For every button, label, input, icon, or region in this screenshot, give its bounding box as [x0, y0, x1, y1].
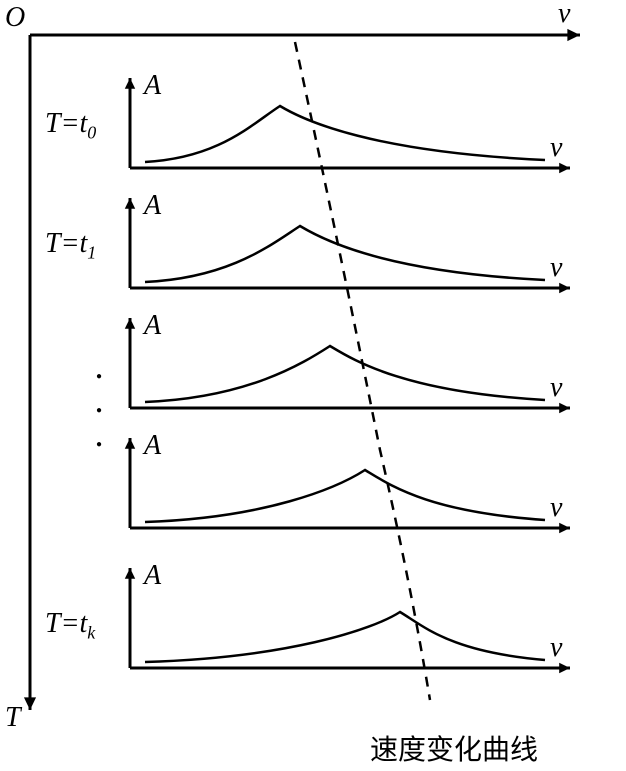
- subplot-y-label: A: [144, 190, 161, 222]
- ellipsis-dots: ●●●: [96, 360, 102, 462]
- subplot-x-label: v: [550, 252, 562, 284]
- subplot-x-label: v: [550, 632, 562, 664]
- subplot-x-label: v: [550, 132, 562, 164]
- main-x-axis-label: v: [558, 0, 570, 30]
- time-label: T=t0: [45, 108, 96, 144]
- origin-label: O: [5, 2, 25, 34]
- caption-text: 速度变化曲线: [370, 728, 538, 768]
- subplot-x-label: v: [550, 372, 562, 404]
- subplot-y-label: A: [144, 560, 161, 592]
- main-y-axis-label: T: [5, 702, 21, 734]
- subplot-y-label: A: [144, 430, 161, 462]
- time-label: T=t1: [45, 228, 96, 264]
- subplot-y-label: A: [144, 70, 161, 102]
- subplot-x-label: v: [550, 492, 562, 524]
- time-label: T=tk: [45, 608, 95, 644]
- subplot-y-label: A: [144, 310, 161, 342]
